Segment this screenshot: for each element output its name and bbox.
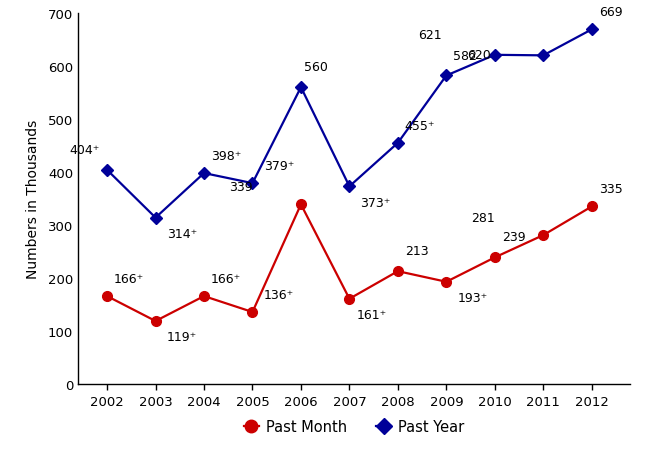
Text: 339: 339 [229,181,252,194]
Text: 213: 213 [405,245,428,258]
Text: 669: 669 [599,6,622,19]
Text: 404⁺: 404⁺ [70,144,100,156]
Text: 455⁺: 455⁺ [405,119,436,132]
Text: 373⁺: 373⁺ [361,196,391,209]
Text: 166⁺: 166⁺ [211,272,241,285]
Y-axis label: Numbers in Thousands: Numbers in Thousands [25,119,40,279]
Text: 398⁺: 398⁺ [211,150,241,163]
Text: 119⁺: 119⁺ [166,331,197,344]
Text: 314⁺: 314⁺ [166,227,197,240]
Legend: Past Month, Past Year: Past Month, Past Year [239,413,470,440]
Text: 582: 582 [453,50,477,63]
Text: 620: 620 [467,49,491,62]
Text: 136⁺: 136⁺ [264,288,294,301]
Text: 281: 281 [471,212,495,225]
Text: 379⁺: 379⁺ [264,160,294,173]
Text: 166⁺: 166⁺ [114,272,144,285]
Text: 193⁺: 193⁺ [458,291,488,304]
Text: 335: 335 [599,183,623,196]
Text: 161⁺: 161⁺ [356,308,387,321]
Text: 621: 621 [419,29,442,42]
Text: 560: 560 [304,61,328,74]
Text: 239: 239 [502,231,525,244]
